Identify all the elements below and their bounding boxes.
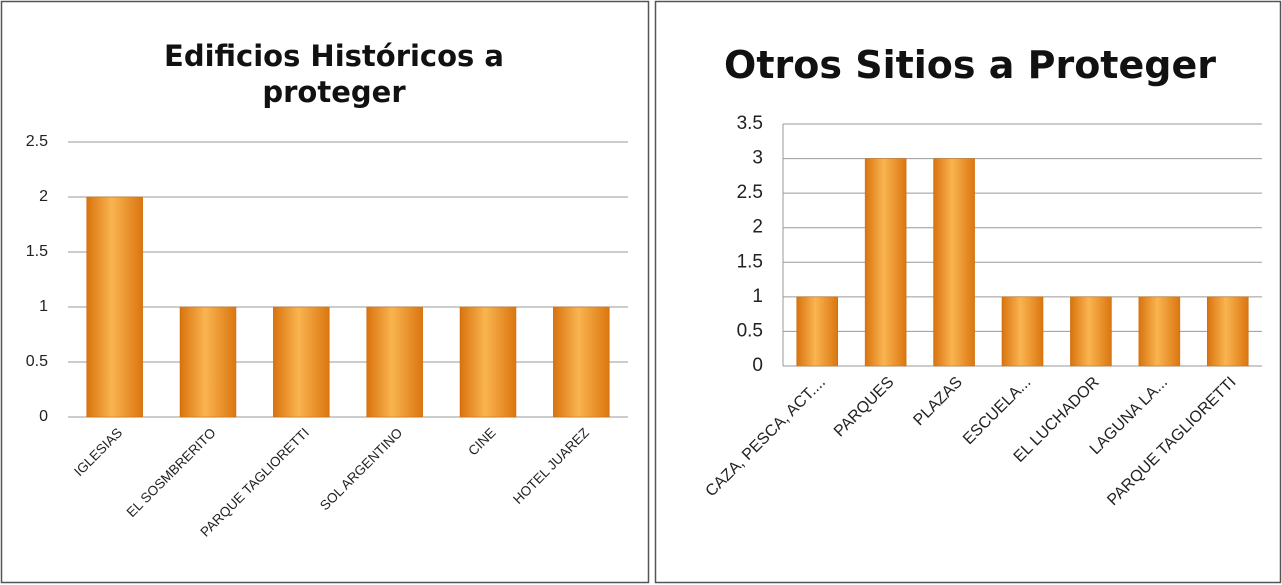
chart-frame [654, 0, 1282, 584]
bar [553, 306, 610, 418]
bar [1207, 296, 1249, 367]
x-tick-label: SOL ARGENTINO [317, 425, 405, 513]
y-tick-label: 0.5 [737, 320, 763, 341]
x-tick-label: ESCUELA... [960, 374, 1034, 448]
y-tick-label: 0 [39, 408, 48, 425]
y-tick-label: 2 [39, 188, 48, 205]
bar [864, 158, 907, 367]
y-tick-label: 2 [752, 217, 763, 238]
y-tick-label: 2.5 [737, 182, 763, 203]
x-tick-label: PARQUE TAGLIORETTI [197, 425, 312, 540]
bar [179, 306, 237, 418]
y-tick-label: 1 [39, 298, 48, 315]
bar [366, 306, 423, 418]
y-tick-label: 1.5 [737, 251, 763, 272]
x-tick-label: PARQUES [831, 374, 898, 441]
chart-title: Otros Sitios a Proteger [724, 43, 1216, 87]
y-tick-label: 3 [752, 148, 763, 169]
bar [86, 196, 143, 418]
y-tick-label: 1.5 [26, 243, 48, 260]
x-tick-label: IGLESIAS [71, 425, 125, 479]
chart-title: Edificios Históricos a proteger [164, 39, 504, 110]
bar [796, 296, 838, 367]
x-tick-label: PARQUE TAGLIORETTI [1104, 374, 1239, 509]
y-tick-label: 0.5 [26, 353, 48, 370]
bar [273, 306, 330, 418]
chart-frame [0, 0, 650, 584]
y-tick-label: 1 [752, 286, 763, 307]
x-tick-label: CAZA, PESCA, ACT.... [703, 374, 829, 500]
y-tick-label: 2.5 [26, 133, 48, 150]
y-tick-label: 0 [752, 355, 763, 376]
bar [933, 158, 975, 367]
x-tick-label: HOTEL JUAREZ [510, 425, 592, 507]
bar [459, 306, 517, 418]
bar [1070, 296, 1112, 367]
x-tick-label: CINE [465, 425, 498, 458]
bar [1138, 296, 1181, 367]
x-tick-label: EL SOSMBRERITO [124, 425, 219, 520]
bar [1001, 296, 1044, 367]
x-tick-label: PLAZAS [910, 374, 965, 429]
y-tick-label: 3.5 [737, 113, 763, 134]
